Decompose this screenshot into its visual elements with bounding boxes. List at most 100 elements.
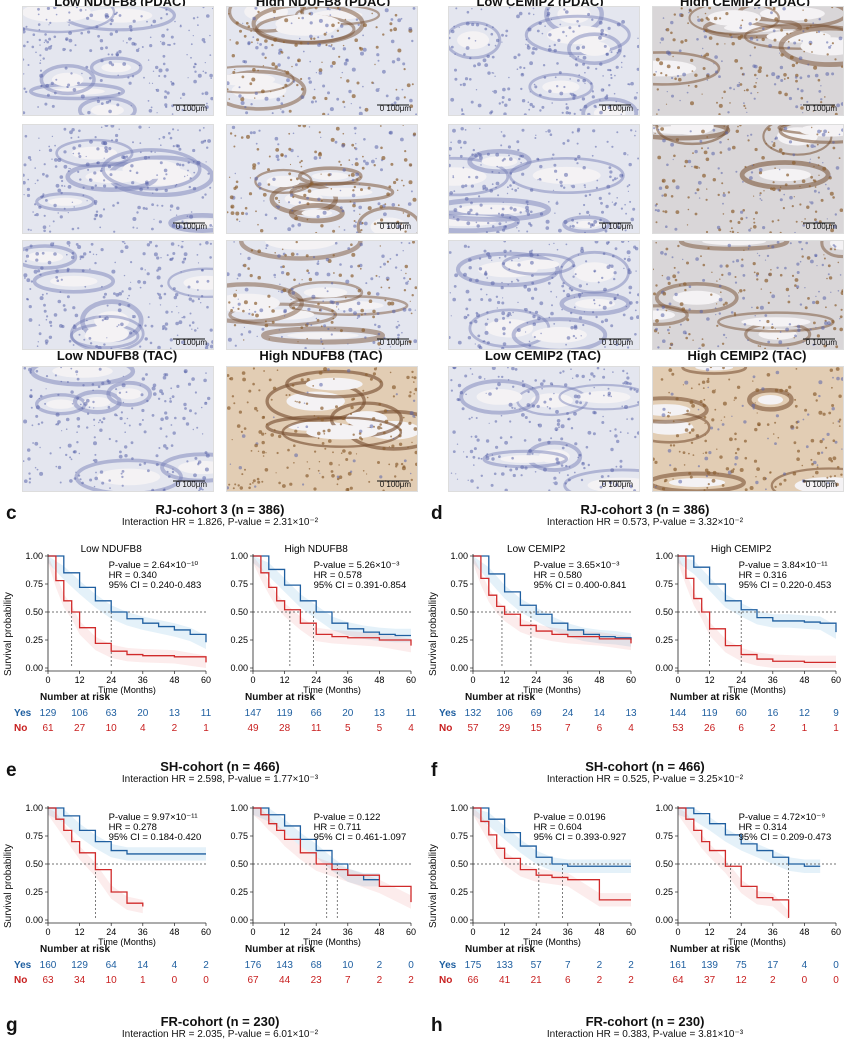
y-tick-label: 0.25 (25, 635, 43, 645)
cohort-interaction: Interaction HR = 2.035, P-value = 6.01×1… (121, 1029, 319, 1040)
risk-count: 49 (247, 723, 259, 734)
risk-count: 2 (408, 975, 414, 986)
ihc-tag-low-cemip2-pdac: Low CEMIP2 (PDAC) (476, 0, 604, 9)
y-tick-label: 0.25 (450, 635, 468, 645)
risk-count: 9 (833, 708, 839, 719)
stat-line: P-value = 5.26×10⁻³ (314, 560, 400, 571)
x-tick-label: 12 (500, 675, 510, 685)
risk-count: 175 (464, 960, 482, 971)
risk-count: 17 (767, 960, 779, 971)
x-axis-label: Time (Months) (98, 685, 156, 695)
risk-count: 1 (833, 723, 839, 734)
x-tick-label: 24 (531, 927, 541, 937)
risk-count: 29 (499, 723, 511, 734)
km-curve-yes (253, 555, 411, 637)
x-tick-label: 60 (831, 675, 841, 685)
scale-bar-label: 0 100μm (175, 338, 207, 347)
y-tick-label: 0.00 (450, 663, 468, 673)
risk-count: 119 (276, 708, 293, 719)
risk-count: 69 (530, 708, 542, 719)
risk-count: 5 (376, 723, 383, 734)
stat-line: 95% CI = 0.240-0.483 (109, 580, 202, 591)
scale-bar-label: 0 100μm (805, 104, 837, 113)
y-axis-label: Survival probability (3, 844, 14, 928)
y-tick-label: 0.50 (25, 607, 43, 617)
risk-label-yes: Yes (14, 708, 32, 719)
y-tick-label: 0.25 (655, 635, 673, 645)
km-curve-no (678, 807, 790, 918)
y-tick-label: 0.50 (450, 859, 468, 869)
risk-count: 10 (105, 975, 117, 986)
risk-count: 129 (71, 960, 88, 971)
y-tick-label: 1.00 (655, 551, 673, 561)
stat-line: HR = 0.314 (739, 822, 787, 833)
tac-title-low-cemip2: Low CEMIP2 (TAC) (484, 348, 602, 363)
risk-count: 2 (596, 975, 603, 986)
x-tick-label: 12 (500, 927, 510, 937)
scale-bar-label: 0 100μm (379, 480, 411, 489)
risk-count: 7 (345, 975, 351, 986)
y-tick-label: 0.50 (450, 607, 468, 617)
risk-count: 133 (496, 960, 513, 971)
x-tick-label: 48 (169, 675, 179, 685)
y-tick-label: 0.00 (25, 663, 43, 673)
risk-count: 6 (596, 723, 603, 734)
risk-count: 11 (405, 708, 417, 719)
scale-bar-label: 0 100μm (601, 338, 633, 347)
risk-count: 4 (801, 960, 808, 971)
panel-letter-h: h (431, 1015, 443, 1036)
y-tick-label: 0.50 (655, 607, 673, 617)
y-tick-label: 0.00 (655, 663, 673, 673)
ihc-tag-high-ndufb8-pdac: High NDUFB8 (PDAC) (255, 0, 391, 9)
y-tick-label: 0.00 (230, 663, 248, 673)
y-tick-label: 0.25 (450, 887, 468, 897)
x-tick-label: 48 (594, 675, 604, 685)
risk-count: 64 (105, 960, 117, 971)
tac-title-high-ndufb8: High NDUFB8 (TAC) (259, 348, 383, 363)
risk-count: 0 (833, 960, 839, 971)
panel-letter-d: d (431, 503, 443, 524)
km-curve-yes (678, 555, 837, 633)
ihc-image-low-ndufb8-4: 0 100μm (22, 366, 214, 492)
risk-count: 1 (140, 975, 146, 986)
x-tick-label: 48 (594, 927, 604, 937)
risk-count: 63 (42, 975, 54, 986)
x-axis-label: Time (Months) (98, 937, 156, 947)
ihc-image-low-ndufb8-1: 0 100μm (22, 6, 214, 116)
y-tick-label: 0.75 (230, 579, 248, 589)
risk-count: 66 (310, 708, 322, 719)
stat-line: 95% CI = 0.184-0.420 (109, 832, 202, 843)
y-tick-label: 0.50 (655, 859, 673, 869)
scale-bar-label: 0 100μm (175, 480, 207, 489)
risk-label-yes: Yes (439, 960, 457, 971)
x-tick-label: 60 (626, 927, 636, 937)
panel-letter-c: c (6, 503, 17, 524)
risk-count: 0 (801, 975, 808, 986)
cohort-interaction: Interaction HR = 0.525, P-value = 3.25×1… (546, 774, 744, 785)
cohort-title: FR-cohort (n = 230) (585, 1014, 705, 1029)
risk-count: 2 (628, 960, 634, 971)
stat-line: 95% CI = 0.400-0.841 (534, 580, 627, 591)
y-tick-label: 0.75 (450, 831, 468, 841)
km-curve-no (253, 807, 412, 903)
y-tick-label: 0.25 (25, 887, 43, 897)
risk-count: 15 (530, 723, 542, 734)
stat-line: P-value = 3.84×10⁻¹¹ (739, 560, 828, 571)
risk-count: 139 (701, 960, 718, 971)
risk-label-no: No (439, 723, 453, 734)
stat-line: 95% CI = 0.391-0.854 (314, 580, 407, 591)
x-tick-label: 12 (705, 927, 715, 937)
km-plot: 0.00 0.25 0.50 0.75 1.00 0 12 24 36 48 60 Time (Mon… (450, 803, 636, 947)
y-tick-label: 1.00 (25, 803, 43, 813)
x-tick-label: 36 (768, 675, 778, 685)
risk-count: 119 (701, 708, 718, 719)
km-plot: 0.00 0.25 0.50 0.75 1.00 0 12 24 36 48 60 Time (Mon… (655, 544, 841, 695)
risk-table-title: Number at risk (670, 692, 741, 703)
risk-count: 6 (738, 723, 744, 734)
cohort-interaction: Interaction HR = 0.383, P-value = 3.81×1… (546, 1029, 744, 1040)
x-axis-label: Time (Months) (303, 685, 361, 695)
x-tick-label: 48 (799, 927, 809, 937)
ci-band-yes (678, 556, 836, 639)
scale-bar-label: 0 100μm (805, 222, 837, 231)
tac-title-low-ndufb8: Low NDUFB8 (TAC) (56, 348, 178, 363)
